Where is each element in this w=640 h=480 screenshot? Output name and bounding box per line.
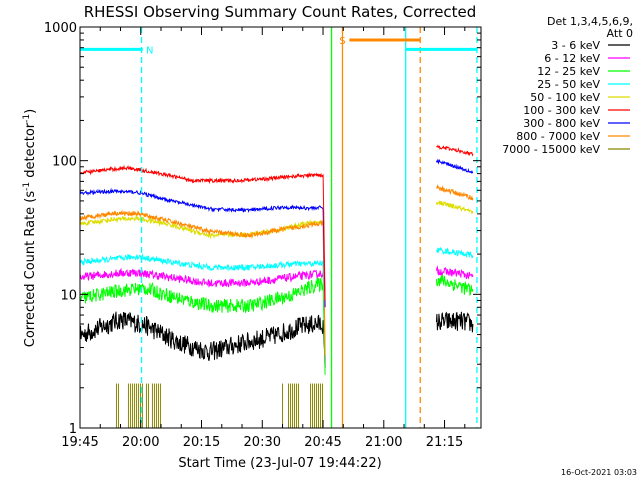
series-line-post — [435, 158, 474, 174]
series-line-pre — [79, 253, 326, 351]
series-line-pre — [79, 164, 326, 301]
attenuator-bar — [282, 383, 324, 428]
legend-header-line2: Att 0 — [607, 27, 633, 40]
series-line-pre — [79, 187, 326, 308]
plot-area — [79, 144, 474, 428]
legend-label: 7000 - 15000 keV — [502, 143, 600, 156]
plot-frame — [79, 26, 482, 429]
legend-label: 50 - 100 keV — [530, 91, 600, 104]
x-tick-label: 20:15 — [183, 435, 220, 450]
series-line-post — [435, 311, 474, 333]
y-axis-label: Corrected Count Rate (s-1 detector-1) — [22, 109, 38, 347]
x-tick-label: 21:15 — [426, 435, 463, 450]
legend-label: 3 - 6 keV — [551, 39, 600, 52]
series-line-pre — [79, 311, 326, 369]
legend-header-line1: Det 1,3,4,5,6,9, — [547, 15, 633, 28]
x-axis: 19:45 20:00 20:15 20:30 20:45 21:00 21:15 — [61, 27, 466, 450]
legend-label: 100 - 300 keV — [523, 104, 600, 117]
legend-label: 6 - 12 keV — [544, 52, 600, 65]
x-tick-label: 20:45 — [304, 435, 341, 450]
annotations: NS — [80, 36, 477, 56]
series-line-post — [435, 265, 474, 280]
legend-label: 12 - 25 keV — [537, 65, 600, 78]
y-axis-label-main: Corrected Count Rate (s — [23, 191, 38, 348]
legend-label: 800 - 7000 keV — [516, 130, 600, 143]
series-line-pre — [79, 267, 326, 361]
timestamp: 16-Oct-2021 03:03 — [561, 468, 637, 477]
y-tick-label: 100 — [52, 155, 77, 170]
series-line-post — [436, 144, 474, 157]
attenuator-bar — [115, 383, 161, 428]
series-line-pre — [79, 277, 326, 375]
x-tick-label: 20:00 — [122, 435, 159, 450]
annotation-label: N — [146, 45, 153, 56]
y-tick-label: 1 — [69, 422, 77, 437]
chart-title: RHESSI Observing Summary Count Rates, Co… — [84, 3, 477, 21]
y-axis-label-sup2: -1 — [22, 114, 32, 123]
y-tick-label: 10 — [60, 288, 77, 303]
annotation-label: S — [339, 36, 345, 47]
y-tick-label: 1000 — [44, 21, 77, 36]
legend-label: 25 - 50 keV — [537, 78, 600, 91]
y-axis-label-end: ) — [23, 109, 38, 114]
x-tick-label: 21:00 — [365, 435, 402, 450]
series-line-post — [436, 184, 474, 201]
x-tick-label: 19:45 — [61, 435, 98, 450]
x-axis-label: Start Time (23-Jul-07 19:44:22) — [178, 456, 381, 471]
vertical-markers — [140, 27, 478, 428]
x-tick-label: 20:30 — [244, 435, 281, 450]
series-line-post — [435, 200, 474, 215]
y-axis-label-sup1: -1 — [22, 182, 32, 191]
series-line-pre — [79, 209, 326, 356]
series-line-post — [435, 274, 474, 297]
y-axis: 1 10 100 1000 — [44, 21, 481, 437]
series-line-post — [435, 246, 474, 259]
y-axis-label-mid: detector — [23, 122, 38, 182]
legend-label: 300 - 800 keV — [523, 117, 600, 130]
